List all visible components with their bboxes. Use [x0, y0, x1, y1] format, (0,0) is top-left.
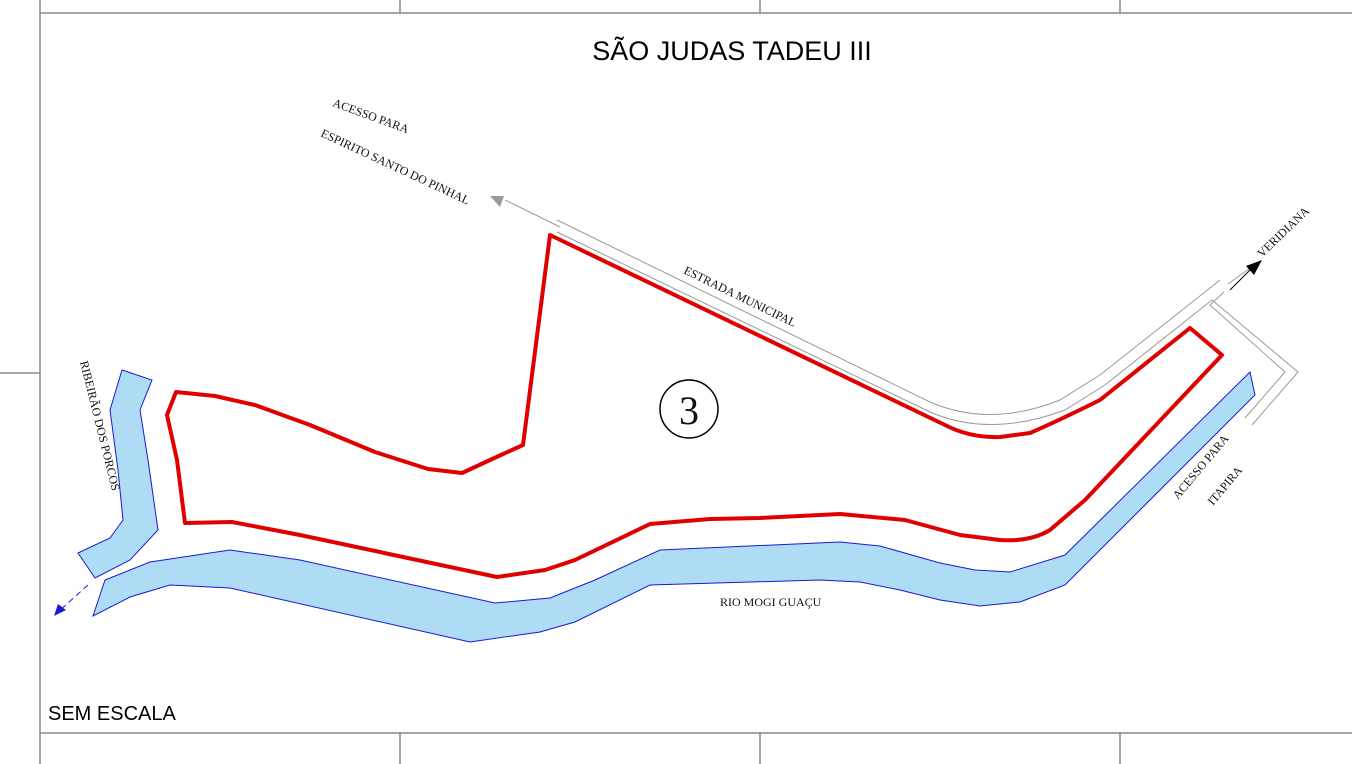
road — [504, 199, 1299, 426]
scale-note: SEM ESCALA — [48, 703, 176, 725]
title: SÃO JUDAS TADEU III — [592, 35, 872, 66]
creek-flow — [57, 584, 89, 613]
arrow — [1246, 260, 1262, 275]
arrow — [490, 196, 504, 207]
label: ESTRADA MUNICIPAL — [682, 263, 799, 330]
label: ACESSO PARA — [331, 96, 411, 137]
creek — [77, 369, 159, 579]
label: VERIDIANA — [1254, 204, 1312, 261]
label: ITAPIRA — [1205, 463, 1246, 508]
river — [92, 371, 1256, 643]
label: RIO MOGI GUAÇU — [720, 595, 822, 609]
area-circle — [659, 379, 719, 439]
area-number: 3 — [679, 388, 699, 433]
arrow-line — [1229, 269, 1251, 291]
label: ESPIRITO SANTO DO PINHAL — [319, 126, 472, 207]
area-boundary — [165, 233, 1224, 579]
arrow — [54, 604, 66, 616]
